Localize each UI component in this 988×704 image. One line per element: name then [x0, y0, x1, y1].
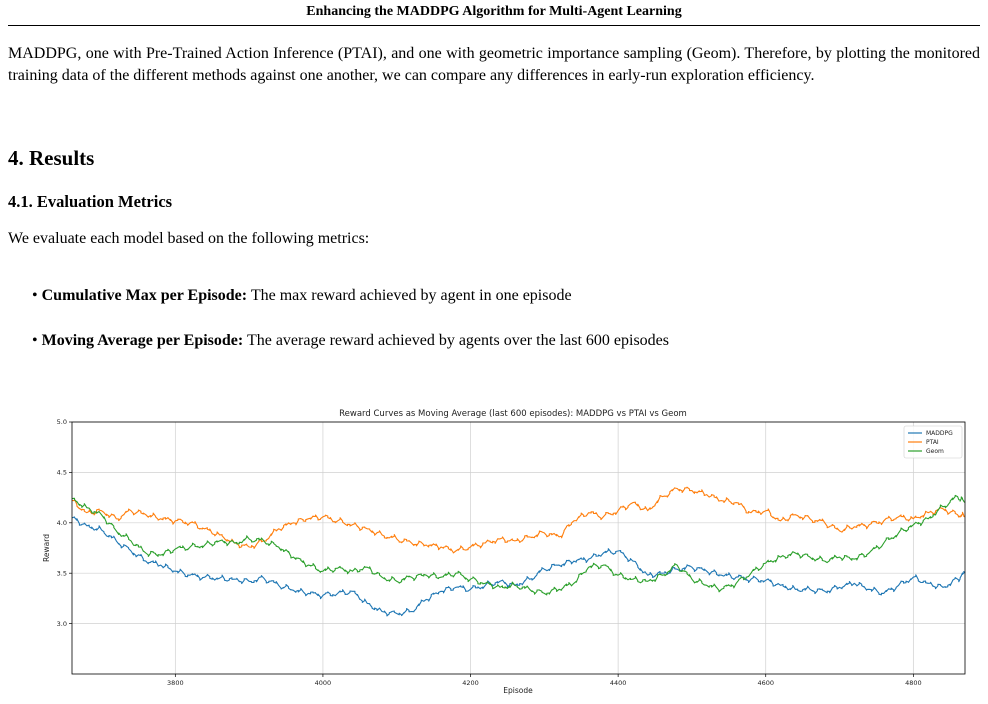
reward-curves-figure: Reward Curves as Moving Average (last 60…	[40, 400, 980, 700]
metric-bullet-moving-average: • Moving Average per Episode: The averag…	[32, 330, 669, 352]
subsection-heading: 4.1. Evaluation Metrics	[8, 192, 173, 211]
x-axis-label: Episode	[503, 686, 533, 695]
reward-curves-chart: Reward Curves as Moving Average (last 60…	[42, 409, 966, 695]
metric-bullet-cumulative-max: • Cumulative Max per Episode: The max re…	[32, 285, 572, 307]
x-tick-label: 3800	[167, 679, 184, 687]
x-tick-label: 4000	[315, 679, 332, 687]
x-tick-label: 4800	[905, 679, 922, 687]
metric-term: Cumulative Max per Episode:	[41, 287, 248, 304]
y-tick-label: 3.5	[57, 569, 67, 577]
y-tick-label: 3.0	[57, 620, 67, 628]
section-heading: 4. Results	[8, 146, 95, 170]
bullet-dot: •	[32, 287, 38, 304]
metrics-intro: We evaluate each model based on the foll…	[8, 230, 370, 247]
series-line-geom	[71, 494, 966, 596]
x-tick-label: 4600	[757, 679, 774, 687]
intro-paragraph: MADDPG, one with Pre-Trained Action Infe…	[8, 45, 980, 84]
x-tick-label: 4400	[610, 679, 627, 687]
plot-frame	[71, 421, 966, 675]
series-line-maddpg	[71, 516, 966, 617]
header-rule	[8, 25, 980, 26]
x-tick-label: 4200	[462, 679, 479, 687]
metric-desc: The average reward achieved by agents ov…	[246, 332, 669, 349]
running-head: Enhancing the MADDPG Algorithm for Multi…	[306, 4, 682, 19]
series-lines	[71, 486, 966, 617]
legend-entry: Geom	[926, 448, 944, 455]
legend-entry: MADDPG	[926, 430, 953, 437]
metric-desc: The max reward achieved by agent in one …	[250, 287, 572, 304]
y-tick-label: 4.0	[57, 519, 67, 527]
y-tick-label: 4.5	[57, 469, 67, 477]
y-axis-label: Reward	[42, 534, 51, 562]
grid	[72, 421, 965, 674]
legend-box	[903, 425, 963, 459]
y-tick-label: 5.0	[57, 418, 67, 426]
legend: MADDPG PTAI Geom	[903, 425, 963, 459]
bullet-dot: •	[32, 332, 38, 349]
legend-entry: PTAI	[926, 439, 939, 446]
metric-term: Moving Average per Episode:	[41, 332, 244, 349]
axis-ticks: 3800 4000 4200 4400 4600 4800 3.0 3.5 4.0 4.5 5.0	[57, 418, 922, 687]
chart-title: Reward Curves as Moving Average (last 60…	[339, 409, 687, 419]
series-line-ptai	[72, 486, 966, 554]
